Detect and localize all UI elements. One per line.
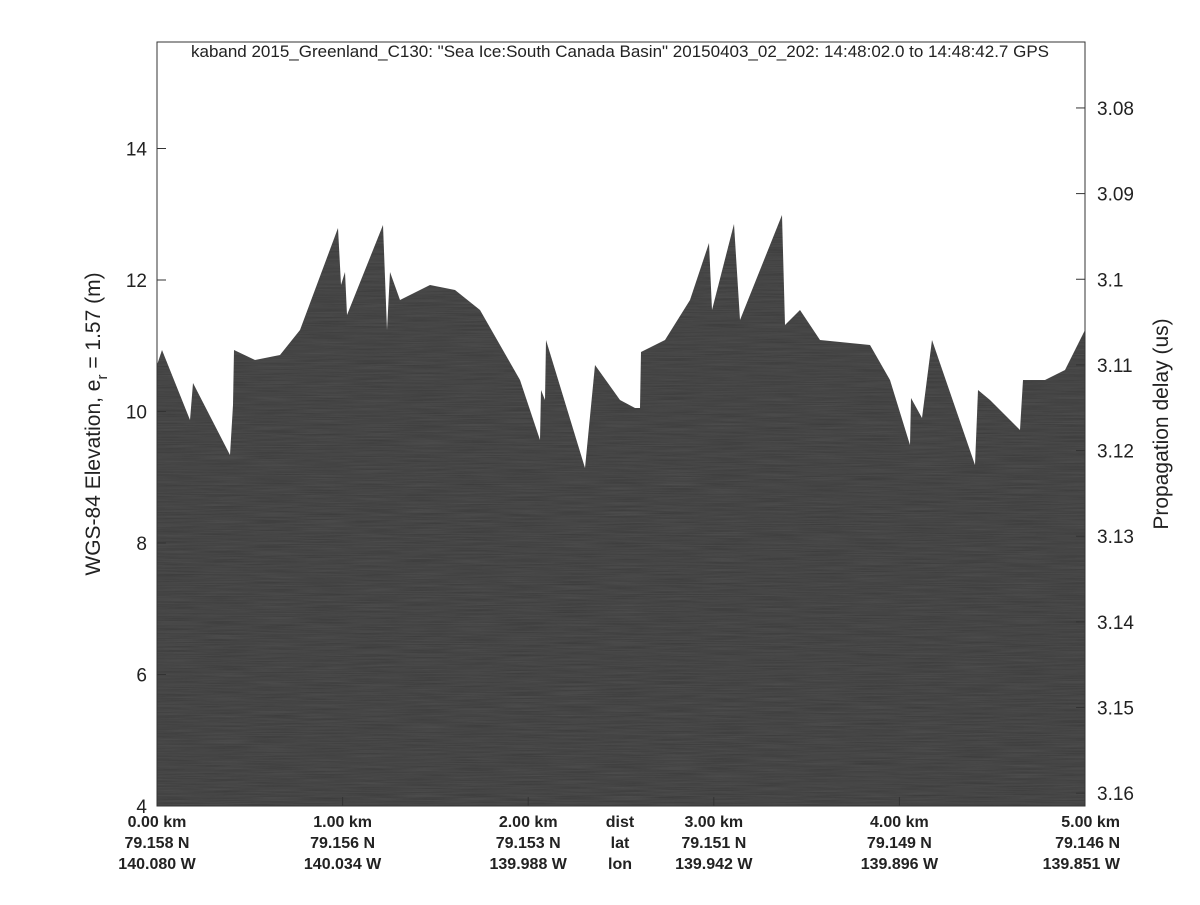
y-tick-label: 14	[126, 140, 148, 161]
x-tick-label: 5.00 km	[1061, 814, 1120, 831]
y-tick-label: 6	[136, 666, 147, 687]
x-tick-label: 0.00 km	[128, 814, 187, 831]
row-name: dist	[606, 814, 635, 831]
y2-tick-label: 3.14	[1097, 613, 1134, 634]
row-name: lat	[611, 835, 630, 852]
y-tick-label: 12	[126, 271, 147, 292]
y2-tick-label: 3.08	[1097, 99, 1134, 120]
surface-mask	[157, 42, 1085, 468]
lat-label: 79.156 N	[310, 835, 375, 852]
y2-tick-label: 3.09	[1097, 185, 1134, 206]
y2-tick-label: 3.12	[1097, 442, 1134, 463]
y-label-tail: = 1.57 (m)	[82, 272, 105, 374]
lat-label: 79.153 N	[496, 835, 561, 852]
y2-tick-label: 3.1	[1097, 270, 1123, 291]
y2-tick-label: 3.13	[1097, 527, 1134, 548]
x-tick-label: 3.00 km	[684, 814, 743, 831]
y-tick-label: 10	[126, 403, 147, 424]
row-name: lon	[608, 856, 632, 873]
lon-label: 140.080 W	[118, 856, 196, 873]
chart-title: kaband 2015_Greenland_C130: "Sea Ice:Sou…	[191, 42, 1049, 61]
y-label-main: WGS-84 Elevation, e	[82, 380, 105, 576]
axes-box	[156, 41, 1086, 807]
lat-label: 79.149 N	[867, 835, 932, 852]
y2-tick-label: 3.15	[1097, 699, 1134, 720]
x-tick-label: 1.00 km	[313, 814, 372, 831]
x-tick-label: 2.00 km	[499, 814, 558, 831]
lon-label: 139.942 W	[675, 856, 753, 873]
lon-label: 140.034 W	[304, 856, 382, 873]
lon-label: 139.851 W	[1043, 856, 1121, 873]
y-tick-label: 8	[136, 534, 147, 555]
lon-label: 139.896 W	[861, 856, 939, 873]
y-label-sub: r	[94, 375, 111, 380]
y-tick-label: 4	[136, 797, 147, 818]
y-axis-label: WGS-84 Elevation, er = 1.57 (m)	[82, 272, 111, 575]
y2-tick-label: 3.16	[1097, 784, 1134, 805]
lat-label: 79.146 N	[1055, 835, 1120, 852]
x-tick-label: 4.00 km	[870, 814, 929, 831]
lon-label: 139.988 W	[490, 856, 568, 873]
y2-tick-label: 3.11	[1097, 356, 1133, 377]
y2-axis-label: Propagation delay (us)	[1150, 318, 1173, 529]
lat-label: 79.151 N	[681, 835, 746, 852]
lat-label: 79.158 N	[125, 835, 190, 852]
